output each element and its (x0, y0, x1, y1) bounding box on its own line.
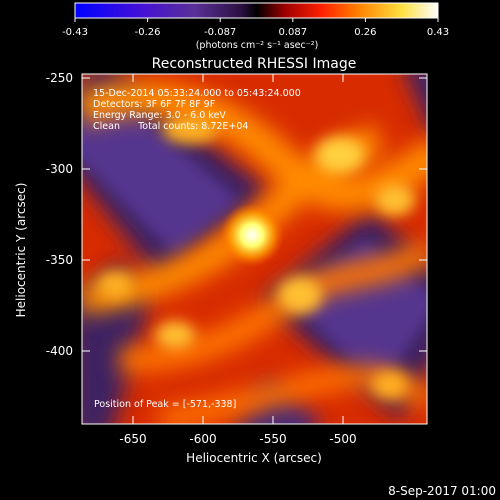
y-tick-label: -300 (46, 162, 73, 176)
colorbar-tick-label: 0.087 (278, 27, 307, 38)
y-axis (82, 77, 427, 352)
info-line: Energy Range: 3.0 - 6.0 keV (93, 110, 226, 121)
y-tick-label: -350 (46, 253, 73, 267)
x-tick-label: -550 (259, 432, 286, 446)
x-axis-label: Heliocentric X (arcsec) (186, 451, 322, 465)
info-line: 15-Dec-2014 05:33:24.000 to 05:43:24.000 (93, 88, 301, 99)
colorbar-tick-label: -0.43 (62, 27, 88, 38)
x-tick-label: -600 (189, 432, 216, 446)
info-line: Detectors: 3F 6F 7F 8F 9F (93, 99, 215, 110)
info-line: Clean Total counts: 8.72E+04 (93, 121, 248, 132)
colorbar-gradient (74, 2, 439, 19)
colorbar-tick-label: -0.26 (135, 27, 161, 38)
y-axis-label: Heliocentric Y (arcsec) (14, 183, 28, 318)
colorbar-units: (photons cm⁻² s⁻¹ asec⁻²) (196, 40, 319, 51)
plot-frame (81, 73, 428, 425)
y-tick-label: -250 (46, 71, 73, 85)
colorbar-tick-label: 0.26 (354, 27, 376, 38)
colorbar: -0.43 -0.26 -0.087 0.087 0.26 0.43 (phot… (62, 2, 449, 51)
x-tick-label: -500 (329, 432, 356, 446)
colorbar-tick-label: 0.43 (427, 27, 449, 38)
x-axis (132, 74, 344, 424)
hxr-image (82, 74, 427, 424)
colorbar-ticks (74, 18, 439, 22)
peak-source (220, 203, 284, 267)
colorbar-tick-label: -0.087 (204, 27, 236, 38)
x-tick-label: -650 (119, 432, 146, 446)
y-tick-label: -400 (46, 344, 73, 358)
plot-title: Reconstructed RHESSI Image (152, 56, 357, 72)
footer-timestamp: 8-Sep-2017 01:00 (388, 484, 496, 498)
peak-position-text: Position of Peak = [-571,-338] (94, 399, 236, 410)
